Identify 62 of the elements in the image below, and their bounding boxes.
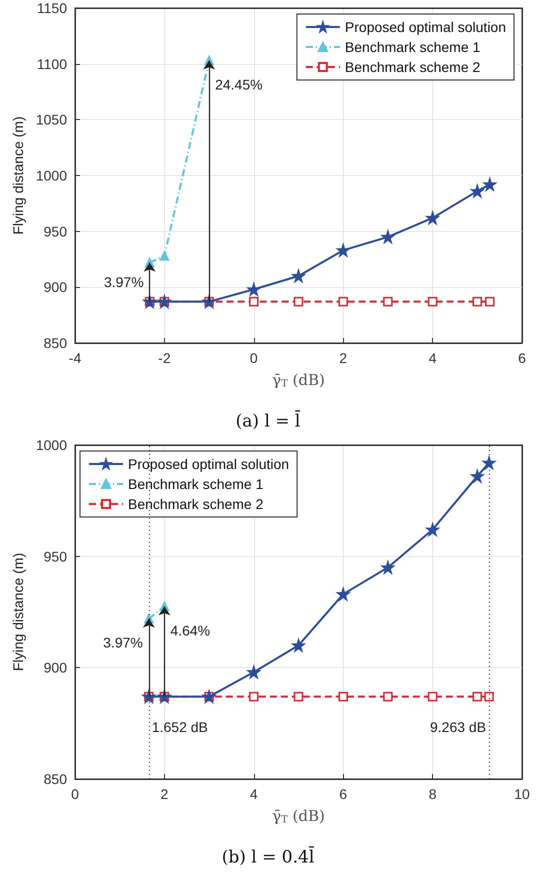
point xyxy=(383,692,393,702)
point xyxy=(383,296,393,306)
y-tick-label: 1150 xyxy=(36,0,68,16)
point xyxy=(160,251,170,261)
ref-line-label: 1.652 dB xyxy=(152,719,208,735)
point xyxy=(471,184,484,198)
y-tick-label: 1000 xyxy=(36,437,68,453)
y-axis-title: Flying distance (m) xyxy=(10,552,26,672)
x-tick-label: 0 xyxy=(250,350,258,366)
y-tick-label: 1050 xyxy=(36,112,68,128)
x-tick-label: 0 xyxy=(71,786,80,802)
point xyxy=(338,296,348,306)
annotation: 24.45% xyxy=(215,76,263,92)
point xyxy=(336,588,350,600)
annotation: 4.64% xyxy=(170,622,210,638)
point xyxy=(472,692,482,702)
x-tick-label: 2 xyxy=(339,350,348,366)
annotation: 3.97% xyxy=(103,634,143,651)
x-tick-label: -2 xyxy=(158,350,171,366)
point xyxy=(248,666,260,678)
text: (b) l = 0.4l̄ xyxy=(222,846,315,868)
ref-line-label: 9.263 dB xyxy=(430,719,486,735)
point xyxy=(292,270,305,282)
x-tick-label: 8 xyxy=(428,786,437,802)
y-tick-label: 1000 xyxy=(36,168,68,184)
x-tick-label: 6 xyxy=(518,350,526,366)
point xyxy=(482,456,496,470)
legend-label: Benchmark scheme 1 xyxy=(128,476,264,492)
x-tick-label: 2 xyxy=(160,786,168,802)
legend-label: Benchmark scheme 2 xyxy=(128,496,264,512)
annotation: 3.97% xyxy=(104,274,144,290)
y-tick-label: 850 xyxy=(44,335,68,351)
y-tick-label: 950 xyxy=(44,223,68,240)
point xyxy=(338,692,348,702)
y-axis-title: Flying distance (m) xyxy=(10,116,26,235)
point xyxy=(249,296,259,306)
point xyxy=(428,692,438,702)
point xyxy=(484,692,494,702)
text: (a) l = l̄ xyxy=(236,410,301,432)
y-tick-label: 900 xyxy=(44,660,68,676)
point xyxy=(426,523,439,536)
point xyxy=(485,296,495,306)
point xyxy=(249,692,259,702)
point xyxy=(471,470,484,482)
x-tick-label: -4 xyxy=(68,350,82,366)
point xyxy=(294,692,304,702)
x-tick-label: 6 xyxy=(339,786,348,802)
y-tick-label: 1100 xyxy=(36,56,68,72)
point xyxy=(428,296,438,306)
y-tick-label: 900 xyxy=(44,279,68,296)
point xyxy=(294,296,304,306)
legend-label: Proposed optimal solution xyxy=(128,456,290,472)
legend-label: Benchmark scheme 1 xyxy=(344,39,481,55)
y-tick-label: 850 xyxy=(44,771,68,787)
x-tick-label: 4 xyxy=(250,786,258,802)
x-tick-label: 4 xyxy=(428,350,437,366)
legend-label: Benchmark scheme 2 xyxy=(344,59,481,75)
x-tick-label: 10 xyxy=(514,786,530,802)
point xyxy=(472,296,482,306)
legend-label: Proposed optimal solution xyxy=(344,19,506,35)
y-tick-label: 950 xyxy=(44,548,68,564)
point xyxy=(382,561,394,574)
